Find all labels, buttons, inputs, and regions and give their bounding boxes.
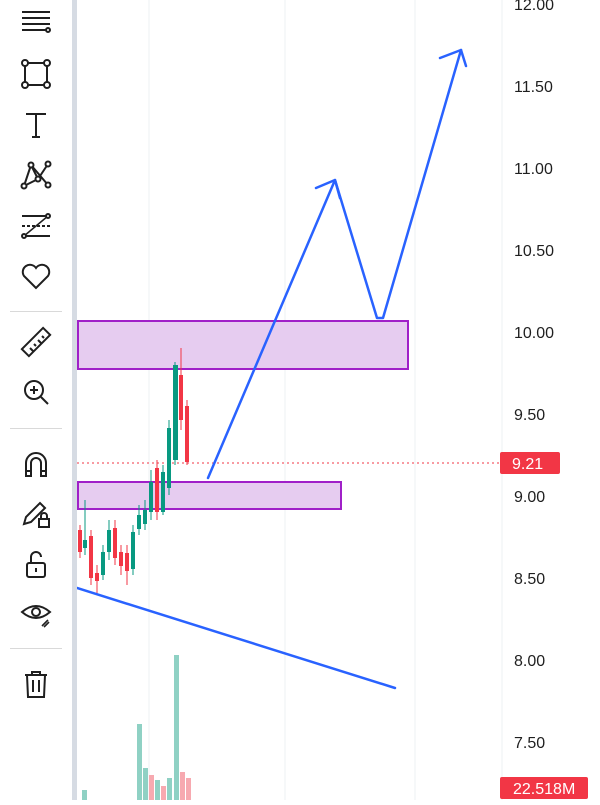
candle: [161, 465, 165, 515]
candle: [155, 460, 159, 520]
candle: [137, 505, 141, 535]
drawing-toolbar: [0, 0, 72, 800]
candlesticks: [78, 348, 189, 595]
text-tool-icon[interactable]: [14, 103, 58, 147]
toolbar-scroll-edge[interactable]: [72, 0, 77, 800]
arrow-head: [314, 178, 342, 200]
support-zone[interactable]: [77, 481, 342, 510]
pencil-lock-icon[interactable]: [14, 492, 58, 536]
toolbar-separator: [10, 311, 62, 312]
current-price-value: 9.21: [512, 456, 543, 473]
arrow-head: [438, 48, 468, 68]
magnet-icon[interactable]: [14, 442, 58, 486]
price-axis[interactable]: 12.00 11.50 11.00 10.50 10.00 9.50 9.00 …: [514, 0, 554, 752]
volume-bar: [137, 724, 142, 800]
candle: [101, 545, 105, 580]
lines-tool-icon[interactable]: [14, 0, 58, 44]
trend-drawings[interactable]: [75, 48, 468, 690]
candle: [185, 400, 189, 465]
volume-bar: [174, 655, 179, 800]
price-label: 11.00: [514, 161, 553, 178]
current-price-badge: 9.21: [500, 452, 560, 474]
volume-bar: [167, 778, 172, 800]
zoom-in-icon[interactable]: [14, 370, 58, 414]
volume-bar: [180, 772, 185, 800]
price-label: 7.50: [514, 735, 545, 752]
volume-bar: [143, 768, 148, 800]
candle: [149, 470, 153, 520]
candle: [119, 545, 123, 575]
volume-bar: [149, 775, 154, 800]
candle: [83, 500, 87, 555]
ruler-icon[interactable]: [14, 320, 58, 364]
price-label: 11.50: [514, 79, 553, 96]
candle: [143, 500, 147, 530]
price-label: 10.00: [514, 325, 554, 342]
toolbar-separator: [10, 428, 62, 429]
price-label: 9.00: [514, 489, 545, 506]
candle: [107, 520, 111, 560]
candle: [179, 348, 183, 430]
volume-badge: 22.518M: [500, 777, 588, 799]
candle: [125, 545, 129, 585]
volume-bars: [82, 655, 191, 800]
volume-bar: [82, 790, 87, 800]
projection-path[interactable]: [206, 48, 463, 480]
candle: [78, 525, 82, 558]
unlock-icon[interactable]: [14, 542, 58, 586]
rectangle-tool-icon[interactable]: [14, 52, 58, 96]
volume-bar: [155, 780, 160, 800]
candle: [113, 520, 117, 565]
candle: [173, 362, 178, 465]
toolbar-separator: [10, 648, 62, 649]
candle: [89, 530, 93, 585]
pattern-tool-icon[interactable]: [14, 153, 58, 197]
eye-icon[interactable]: [14, 592, 58, 636]
trendline[interactable]: [75, 586, 397, 690]
fib-tool-icon[interactable]: [14, 204, 58, 248]
chart-canvas[interactable]: 12.00 11.50 11.00 10.50 10.00 9.50 9.00 …: [75, 0, 600, 800]
volume-bar: [161, 786, 166, 800]
chart-grid: [148, 0, 503, 800]
price-label: 10.50: [514, 243, 554, 260]
resistance-zone[interactable]: [77, 320, 409, 370]
volume-bar: [186, 778, 191, 800]
volume-value: 22.518M: [513, 781, 575, 798]
candle: [167, 420, 171, 495]
price-label: 12.00: [514, 0, 554, 14]
favorites-heart-icon[interactable]: [14, 254, 58, 298]
price-label: 8.50: [514, 571, 545, 588]
candle: [131, 525, 135, 575]
chart-pane[interactable]: 12.00 11.50 11.00 10.50 10.00 9.50 9.00 …: [75, 0, 600, 800]
candle: [95, 565, 99, 595]
price-label: 9.50: [514, 407, 545, 424]
trash-icon[interactable]: [14, 662, 58, 706]
price-label: 8.00: [514, 653, 545, 670]
